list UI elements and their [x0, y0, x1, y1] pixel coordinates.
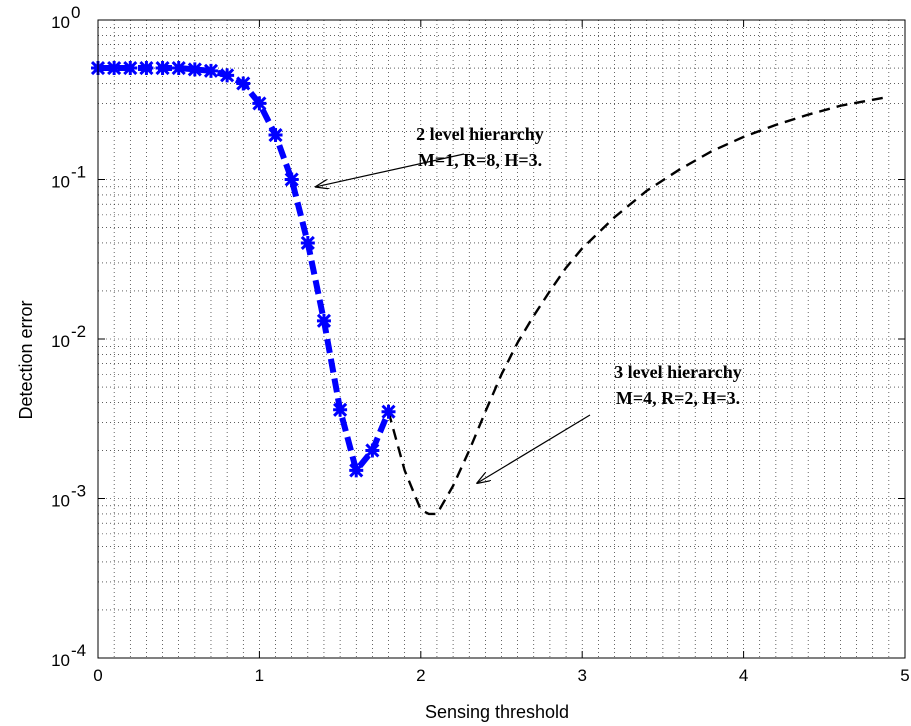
x-tick-label: 1 [255, 666, 264, 685]
series-point-blue [365, 443, 380, 458]
x-tick-label: 0 [93, 666, 102, 685]
annotation-text: 3 level hierarchy [614, 362, 742, 382]
series-point-blue [139, 60, 154, 76]
series-point-blue [171, 60, 186, 76]
y-tick-label: 10 [51, 13, 70, 32]
annotation-arrow [477, 414, 591, 483]
y-tick-label: 10 [51, 173, 70, 192]
x-tick-label: 5 [900, 666, 909, 685]
x-tick-label: 2 [416, 666, 425, 685]
series-point-blue [155, 60, 170, 76]
series-point-blue [300, 235, 315, 251]
annotation-arrow [316, 153, 465, 187]
y-tick-exponent: -3 [71, 482, 86, 501]
series-point-blue [107, 60, 122, 76]
series-point-blue [220, 68, 235, 83]
series-point-blue [123, 60, 138, 76]
y-axis-label: Detection error [16, 300, 36, 419]
series-line-black-dashed [387, 95, 890, 516]
annotations: 2 level hierarchy M=1, R=8, H=3. 3 level h… [316, 124, 742, 483]
series-point-blue [316, 313, 332, 328]
series-point-blue [381, 404, 396, 419]
y-tick-label: 10 [51, 332, 70, 351]
plot-frame [97, 19, 906, 659]
y-tick-label: 10 [51, 492, 70, 511]
series-point-blue [187, 62, 202, 77]
annotation-text: M=1, R=8, H=3. [418, 150, 542, 170]
y-tick-exponent: -4 [71, 641, 86, 660]
y-tick-exponent: 0 [71, 3, 80, 22]
series-point-blue [349, 463, 364, 478]
series-point-blue [252, 96, 267, 111]
x-tick-label: 3 [577, 666, 586, 685]
series-point-blue [236, 76, 251, 91]
y-tick-label: 10 [51, 651, 70, 670]
y-tick-exponent: -1 [71, 163, 86, 182]
annotation-text: 2 level hierarchy [416, 124, 544, 144]
series-point-blue [333, 402, 348, 417]
annotation-text: M=4, R=2, H=3. [616, 388, 740, 408]
x-axis-label: Sensing threshold [425, 702, 569, 722]
x-tick-label: 4 [739, 666, 748, 685]
series-point-blue [268, 127, 283, 143]
series-point-blue [203, 63, 219, 78]
y-tick-exponent: -2 [71, 322, 86, 341]
grid [98, 20, 905, 658]
series-point-blue [284, 172, 299, 187]
